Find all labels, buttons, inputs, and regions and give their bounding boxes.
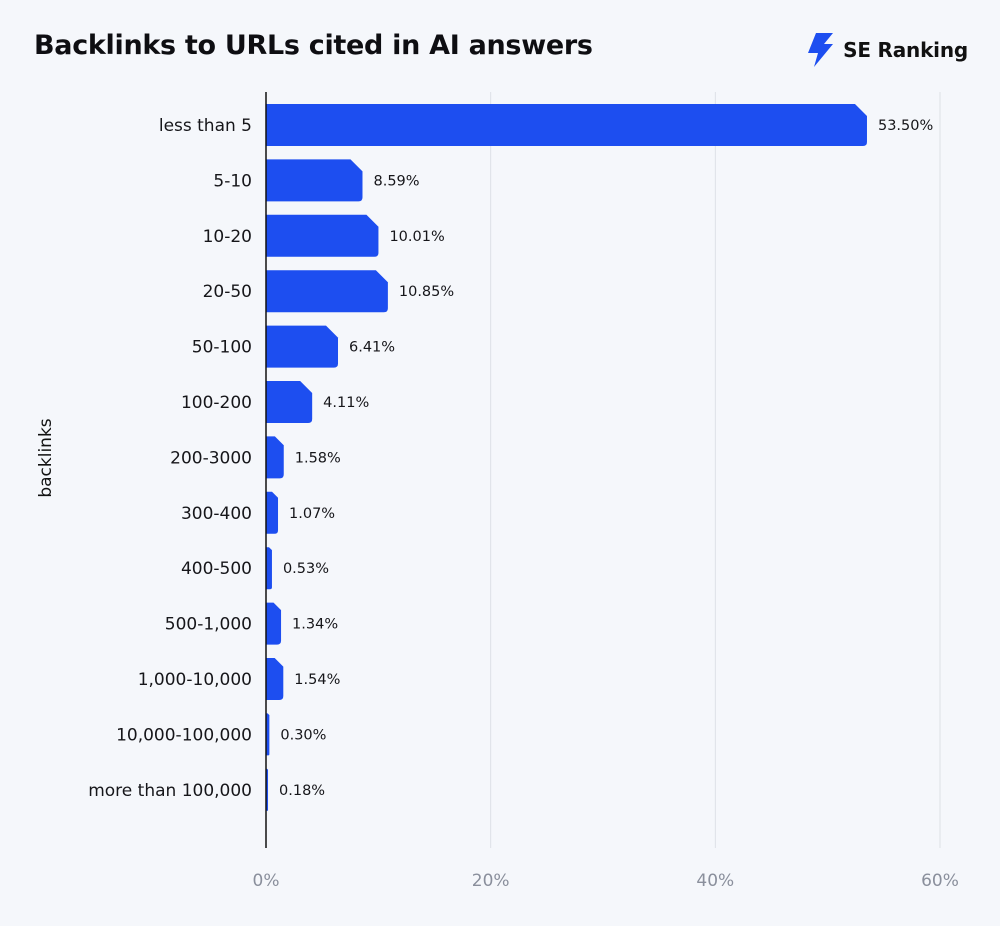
bar [266, 491, 279, 534]
value-label: 10.85% [399, 284, 454, 300]
bar [266, 214, 379, 257]
category-label: 200-3000 [170, 448, 252, 468]
value-label: 0.53% [283, 561, 329, 577]
value-label: 8.59% [373, 173, 419, 189]
brand-name: SE Ranking [843, 38, 968, 62]
value-label: 1.54% [294, 672, 340, 688]
category-label: 400-500 [181, 559, 252, 579]
category-label: more than 100,000 [88, 781, 252, 801]
value-label: 0.30% [280, 727, 326, 743]
value-label: 53.50% [878, 118, 933, 134]
value-label: 10.01% [389, 229, 444, 245]
value-label: 0.18% [279, 783, 325, 799]
value-label: 1.34% [292, 617, 338, 633]
category-label: 50-100 [192, 338, 252, 358]
value-label: 6.41% [349, 340, 395, 356]
chart-title: Backlinks to URLs cited in AI answers [34, 30, 593, 61]
value-label: 4.11% [323, 395, 369, 411]
category-label: 20-50 [203, 282, 252, 302]
bar [266, 713, 270, 756]
x-tick-label: 20% [472, 871, 510, 891]
bar [266, 270, 388, 313]
bar [266, 436, 284, 479]
bar [266, 325, 339, 368]
category-label: 5-10 [213, 171, 252, 191]
category-label: less than 5 [159, 116, 252, 136]
category-label: 10-20 [203, 227, 252, 247]
x-tick-label: 0% [253, 871, 280, 891]
category-label: 1,000-10,000 [138, 670, 252, 690]
bar [266, 104, 867, 146]
bar [266, 381, 313, 423]
category-label: 10,000-100,000 [116, 725, 252, 745]
brand-logo: SE Ranking [805, 32, 968, 68]
bar [266, 547, 272, 590]
category-label: 500-1,000 [165, 615, 252, 635]
bar [266, 658, 284, 700]
bar [266, 602, 282, 645]
x-tick-label: 40% [696, 871, 734, 891]
value-label: 1.07% [289, 506, 335, 522]
value-label: 1.58% [295, 450, 341, 466]
bar [266, 159, 363, 202]
category-label: 100-200 [181, 393, 252, 413]
category-label: 300-400 [181, 504, 252, 524]
x-tick-label: 60% [921, 871, 959, 891]
se-ranking-bolt-icon [808, 33, 834, 67]
